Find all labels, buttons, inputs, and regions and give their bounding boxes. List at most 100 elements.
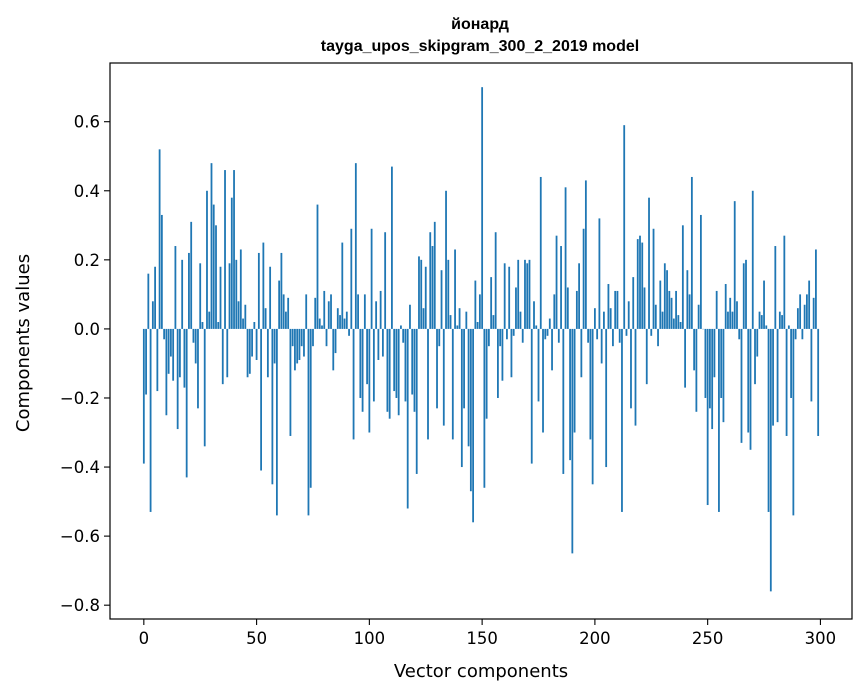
bar [269, 266, 272, 329]
bar [438, 328, 441, 347]
bar [386, 328, 389, 412]
y-tick-label: 0.2 [74, 251, 100, 270]
bar [142, 328, 145, 464]
bar [524, 259, 526, 329]
y-tick-label: −0.2 [60, 389, 100, 408]
bar [582, 228, 585, 329]
bar [154, 266, 156, 329]
bar [548, 318, 551, 329]
bar [494, 232, 497, 329]
bar [156, 328, 159, 392]
bar [526, 263, 529, 329]
bar [706, 328, 709, 506]
bar [183, 328, 186, 388]
bar [515, 287, 517, 329]
bar [562, 328, 565, 474]
bar [799, 294, 802, 329]
bar [449, 315, 452, 329]
bar [460, 328, 463, 468]
bar [690, 176, 693, 329]
bar [503, 263, 506, 329]
bar [575, 290, 578, 329]
bar [650, 328, 653, 336]
y-axis-label: Components values [13, 254, 34, 432]
bar [614, 290, 617, 329]
bar [517, 259, 520, 329]
bar [440, 270, 443, 329]
bar [235, 259, 238, 329]
bar [321, 325, 323, 329]
bar [478, 294, 481, 329]
bar [246, 328, 249, 378]
bar [424, 266, 427, 329]
chart-title: йонард [451, 16, 509, 33]
bar [796, 308, 799, 329]
bar [487, 328, 490, 347]
bar [158, 149, 161, 329]
bar [600, 328, 603, 364]
bar [769, 328, 772, 592]
bar [621, 328, 623, 512]
bar [264, 308, 267, 329]
bar [812, 297, 815, 329]
bar [239, 249, 242, 329]
bar [357, 294, 359, 329]
bar [720, 328, 723, 398]
bar [695, 328, 698, 412]
bar [224, 170, 226, 329]
bar [233, 170, 235, 329]
bar [772, 328, 774, 426]
bar [718, 328, 720, 512]
bar [521, 328, 524, 343]
bar [203, 328, 206, 447]
bar [289, 328, 292, 436]
bar [803, 304, 806, 329]
bar [188, 252, 190, 329]
bar [262, 242, 265, 329]
bar [758, 311, 761, 329]
bar [609, 308, 612, 329]
bar [397, 328, 400, 416]
bar [345, 311, 348, 329]
bar [237, 301, 240, 329]
bar [612, 328, 614, 347]
bar [343, 318, 346, 329]
bar [332, 328, 335, 371]
bar [327, 301, 330, 329]
bar [190, 221, 193, 329]
bar [167, 328, 170, 374]
plot-frame [109, 62, 853, 620]
bar [314, 297, 317, 329]
x-tick-label: 50 [246, 629, 267, 648]
bar [323, 290, 326, 329]
bar [379, 290, 382, 329]
bar [197, 328, 199, 409]
x-tick-label: 250 [692, 629, 724, 648]
bar [165, 328, 168, 416]
bar [215, 225, 217, 329]
bar [334, 328, 337, 354]
bar [733, 201, 736, 329]
bar [411, 328, 414, 395]
bar [790, 328, 792, 398]
bar [675, 290, 677, 329]
bar [395, 328, 398, 398]
bar [370, 228, 373, 329]
bar [722, 328, 725, 423]
bar [530, 328, 533, 464]
bar [361, 328, 364, 412]
bar [474, 280, 477, 329]
bar [451, 328, 454, 440]
bar [219, 266, 222, 329]
bar [271, 328, 274, 485]
bar [194, 328, 197, 364]
x-tick-label: 0 [139, 629, 150, 648]
bar [630, 328, 632, 409]
bar [469, 328, 472, 492]
bar [309, 328, 312, 488]
bar [564, 187, 567, 329]
bar [336, 308, 339, 329]
bar [749, 328, 752, 450]
bar [433, 221, 436, 329]
bar [535, 325, 538, 329]
